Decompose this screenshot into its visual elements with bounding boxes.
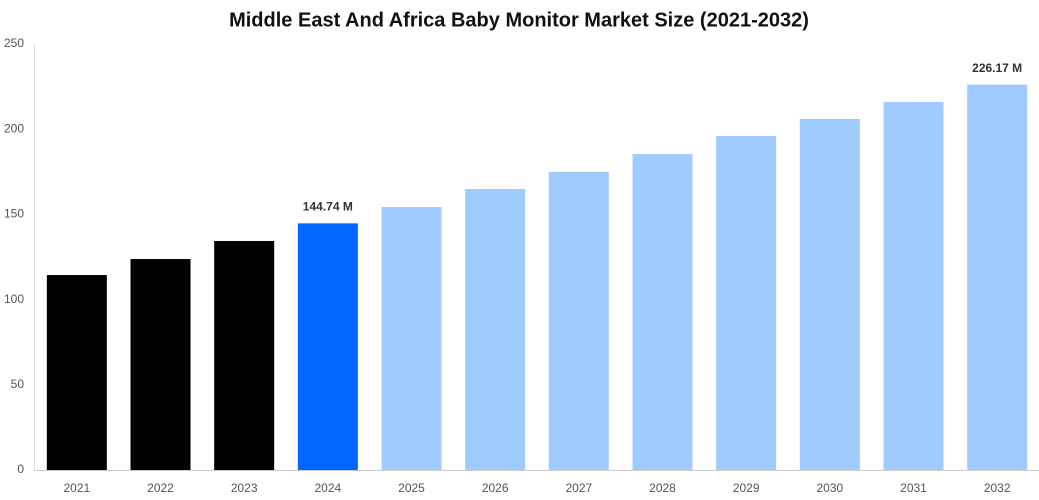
bar — [214, 240, 275, 470]
data-label: 226.17 M — [972, 61, 1022, 75]
bar — [465, 189, 526, 470]
x-tick-label: 2024 — [314, 481, 341, 495]
y-tick-label: 50 — [11, 377, 25, 391]
x-tick-label: 2028 — [649, 481, 676, 495]
x-tick-label: 2021 — [63, 481, 90, 495]
y-tick-label: 250 — [4, 36, 24, 50]
x-tick-label: 2023 — [231, 481, 258, 495]
x-tick-label: 2032 — [984, 481, 1011, 495]
y-tick-label: 0 — [17, 462, 24, 476]
y-tick-label: 150 — [4, 207, 24, 221]
x-tick-label: 2029 — [733, 481, 760, 495]
data-label: 144.74 M — [303, 200, 353, 214]
x-tick-label: 2027 — [565, 481, 592, 495]
bar — [799, 118, 860, 470]
y-tick-label: 100 — [4, 292, 24, 306]
bar — [130, 259, 191, 470]
bar — [967, 84, 1028, 470]
chart-title: Middle East And Africa Baby Monitor Mark… — [229, 9, 809, 31]
x-tick-label: 2022 — [147, 481, 174, 495]
bar — [381, 207, 442, 470]
x-tick-label: 2026 — [482, 481, 509, 495]
bar — [46, 275, 107, 470]
bar — [716, 136, 777, 471]
bar — [548, 171, 609, 470]
bar — [297, 223, 358, 470]
x-tick-label: 2031 — [900, 481, 927, 495]
y-tick-label: 200 — [4, 121, 24, 135]
bar — [632, 154, 693, 470]
bar — [883, 101, 944, 470]
x-tick-label: 2025 — [398, 481, 425, 495]
x-tick-label: 2030 — [816, 481, 843, 495]
